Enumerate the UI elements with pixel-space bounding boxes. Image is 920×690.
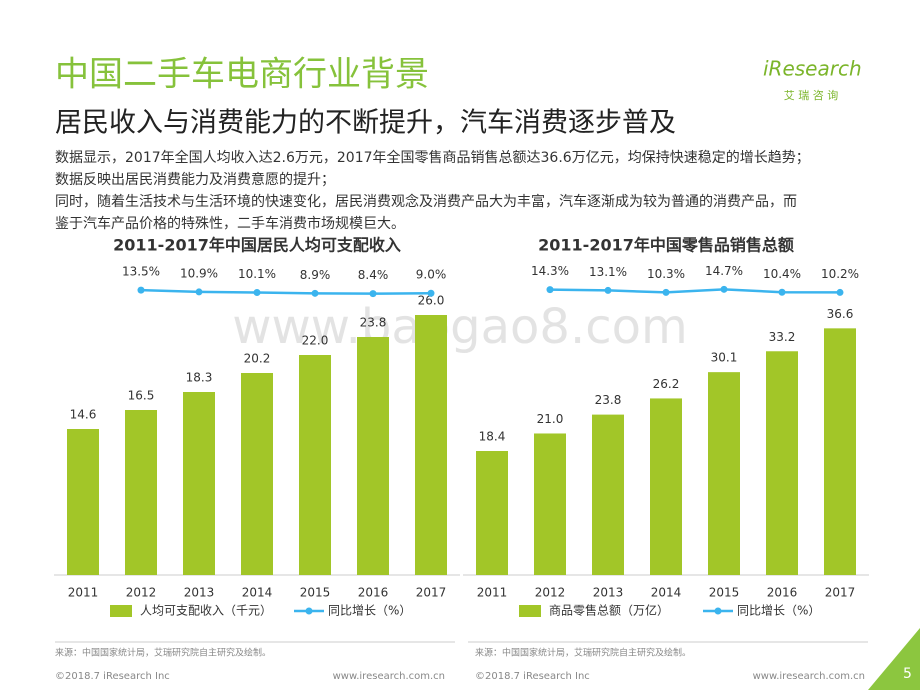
legend-swatch	[714, 607, 722, 615]
x-tick-label: 2012	[126, 586, 157, 600]
bar	[592, 414, 624, 575]
bar	[824, 328, 856, 575]
line-point	[311, 289, 319, 297]
data-label: 30.1	[711, 351, 738, 365]
data-label: 20.2	[244, 352, 271, 366]
paragraph: 鉴于汽车产品价格的特殊性，二手车消费市场规模巨大。	[55, 215, 405, 232]
corner-decoration	[868, 628, 920, 690]
legend-swatch	[110, 605, 132, 617]
slide-title: 中国二手车电商行业背景	[55, 55, 429, 95]
bar	[67, 429, 99, 575]
line-point	[427, 289, 435, 297]
legend-label: 商品零售总额（万亿）	[549, 603, 669, 618]
url: www.iresearch.com.cn	[333, 671, 445, 682]
data-label: 8.4%	[358, 268, 389, 282]
data-label: 18.3	[186, 371, 213, 385]
bar	[357, 337, 389, 575]
x-tick-label: 2015	[300, 586, 331, 600]
subtitle: 居民收入与消费能力的不断提升，汽车消费逐步普及	[55, 108, 676, 139]
data-label: 10.1%	[238, 267, 276, 281]
legend-label: 同比增长（%）	[737, 604, 820, 618]
data-label: 21.0	[537, 412, 564, 426]
line-point	[836, 288, 844, 296]
data-label: 26.0	[418, 294, 445, 308]
line-point	[778, 288, 786, 296]
x-tick-label: 2016	[358, 586, 389, 600]
bar	[183, 392, 215, 575]
logo: iResearch	[763, 57, 862, 81]
data-label: 10.9%	[180, 266, 218, 280]
x-tick-label: 2017	[825, 586, 856, 600]
x-tick-label: 2014	[242, 586, 273, 600]
logo-sub: 艾 瑞 咨 询	[784, 88, 839, 102]
chart-title: 2011-2017年中国居民人均可支配收入	[113, 236, 401, 255]
source: 来源：中国国家统计局，艾瑞研究院自主研究及绘制。	[55, 647, 271, 659]
bar	[650, 398, 682, 575]
x-tick-label: 2013	[593, 586, 624, 600]
x-tick-label: 2012	[535, 586, 566, 600]
bar	[299, 355, 331, 575]
line	[140, 288, 432, 295]
line-point	[195, 288, 203, 296]
line-point	[546, 286, 554, 294]
data-label: 14.7%	[705, 264, 743, 278]
legend-label: 人均可支配收入（千元）	[140, 604, 272, 618]
data-label: 36.6	[827, 307, 854, 321]
data-label: 10.3%	[647, 267, 685, 281]
x-tick-label: 2015	[709, 586, 740, 600]
bar	[766, 351, 798, 575]
line-point	[604, 286, 612, 294]
data-label: 10.2%	[821, 267, 859, 281]
legend-label: 同比增长（%）	[328, 604, 411, 618]
legend-swatch	[519, 605, 541, 617]
x-tick-label: 2017	[416, 586, 447, 600]
line-point	[720, 285, 728, 293]
bar	[476, 451, 508, 575]
data-label: 22.0	[302, 334, 329, 348]
data-label: 14.6	[70, 408, 97, 422]
paragraph: 数据显示，2017年全国人均收入达2.6万元，2017年全国零售商品销售总额达3…	[55, 149, 810, 166]
line	[549, 288, 841, 294]
bar	[415, 315, 447, 575]
data-label: 23.8	[360, 316, 387, 330]
data-label: 8.9%	[300, 268, 331, 282]
data-label: 9.0%	[416, 268, 447, 282]
paragraph: 数据反映出居民消费能力及消费意愿的提升；	[55, 171, 335, 188]
page-number: 5	[903, 666, 912, 682]
paragraph: 同时，随着生活技术与生活环境的快速变化，居民消费观念及消费产品大为丰富，汽车逐渐…	[55, 193, 797, 210]
bar	[241, 373, 273, 575]
bar	[708, 372, 740, 575]
copyright: ©2018.7 iResearch Inc	[55, 671, 170, 682]
bar	[534, 433, 566, 575]
line-point	[253, 288, 261, 296]
copyright: ©2018.7 iResearch Inc	[475, 671, 590, 682]
data-label: 16.5	[128, 389, 155, 403]
data-label: 26.2	[653, 377, 680, 391]
data-label: 33.2	[769, 330, 796, 344]
line-point	[137, 286, 145, 294]
bar	[125, 410, 157, 575]
x-tick-label: 2016	[767, 586, 798, 600]
line-point	[662, 288, 670, 296]
data-label: 13.5%	[122, 265, 160, 279]
data-label: 23.8	[595, 393, 622, 407]
chart-title: 2011-2017年中国零售品销售总额	[538, 236, 794, 255]
line-point	[369, 290, 377, 298]
x-tick-label: 2014	[651, 586, 682, 600]
data-label: 18.4	[479, 430, 506, 444]
data-label: 10.4%	[763, 267, 801, 281]
url: www.iresearch.com.cn	[753, 671, 865, 682]
data-label: 13.1%	[589, 265, 627, 279]
x-tick-label: 2011	[477, 586, 508, 600]
x-tick-label: 2013	[184, 586, 215, 600]
x-tick-label: 2011	[68, 586, 99, 600]
watermark: www.baogao8.com	[232, 299, 687, 355]
source: 来源：中国国家统计局，艾瑞研究院自主研究及绘制。	[475, 647, 691, 659]
legend-swatch	[305, 607, 313, 615]
data-label: 14.3%	[531, 264, 569, 278]
